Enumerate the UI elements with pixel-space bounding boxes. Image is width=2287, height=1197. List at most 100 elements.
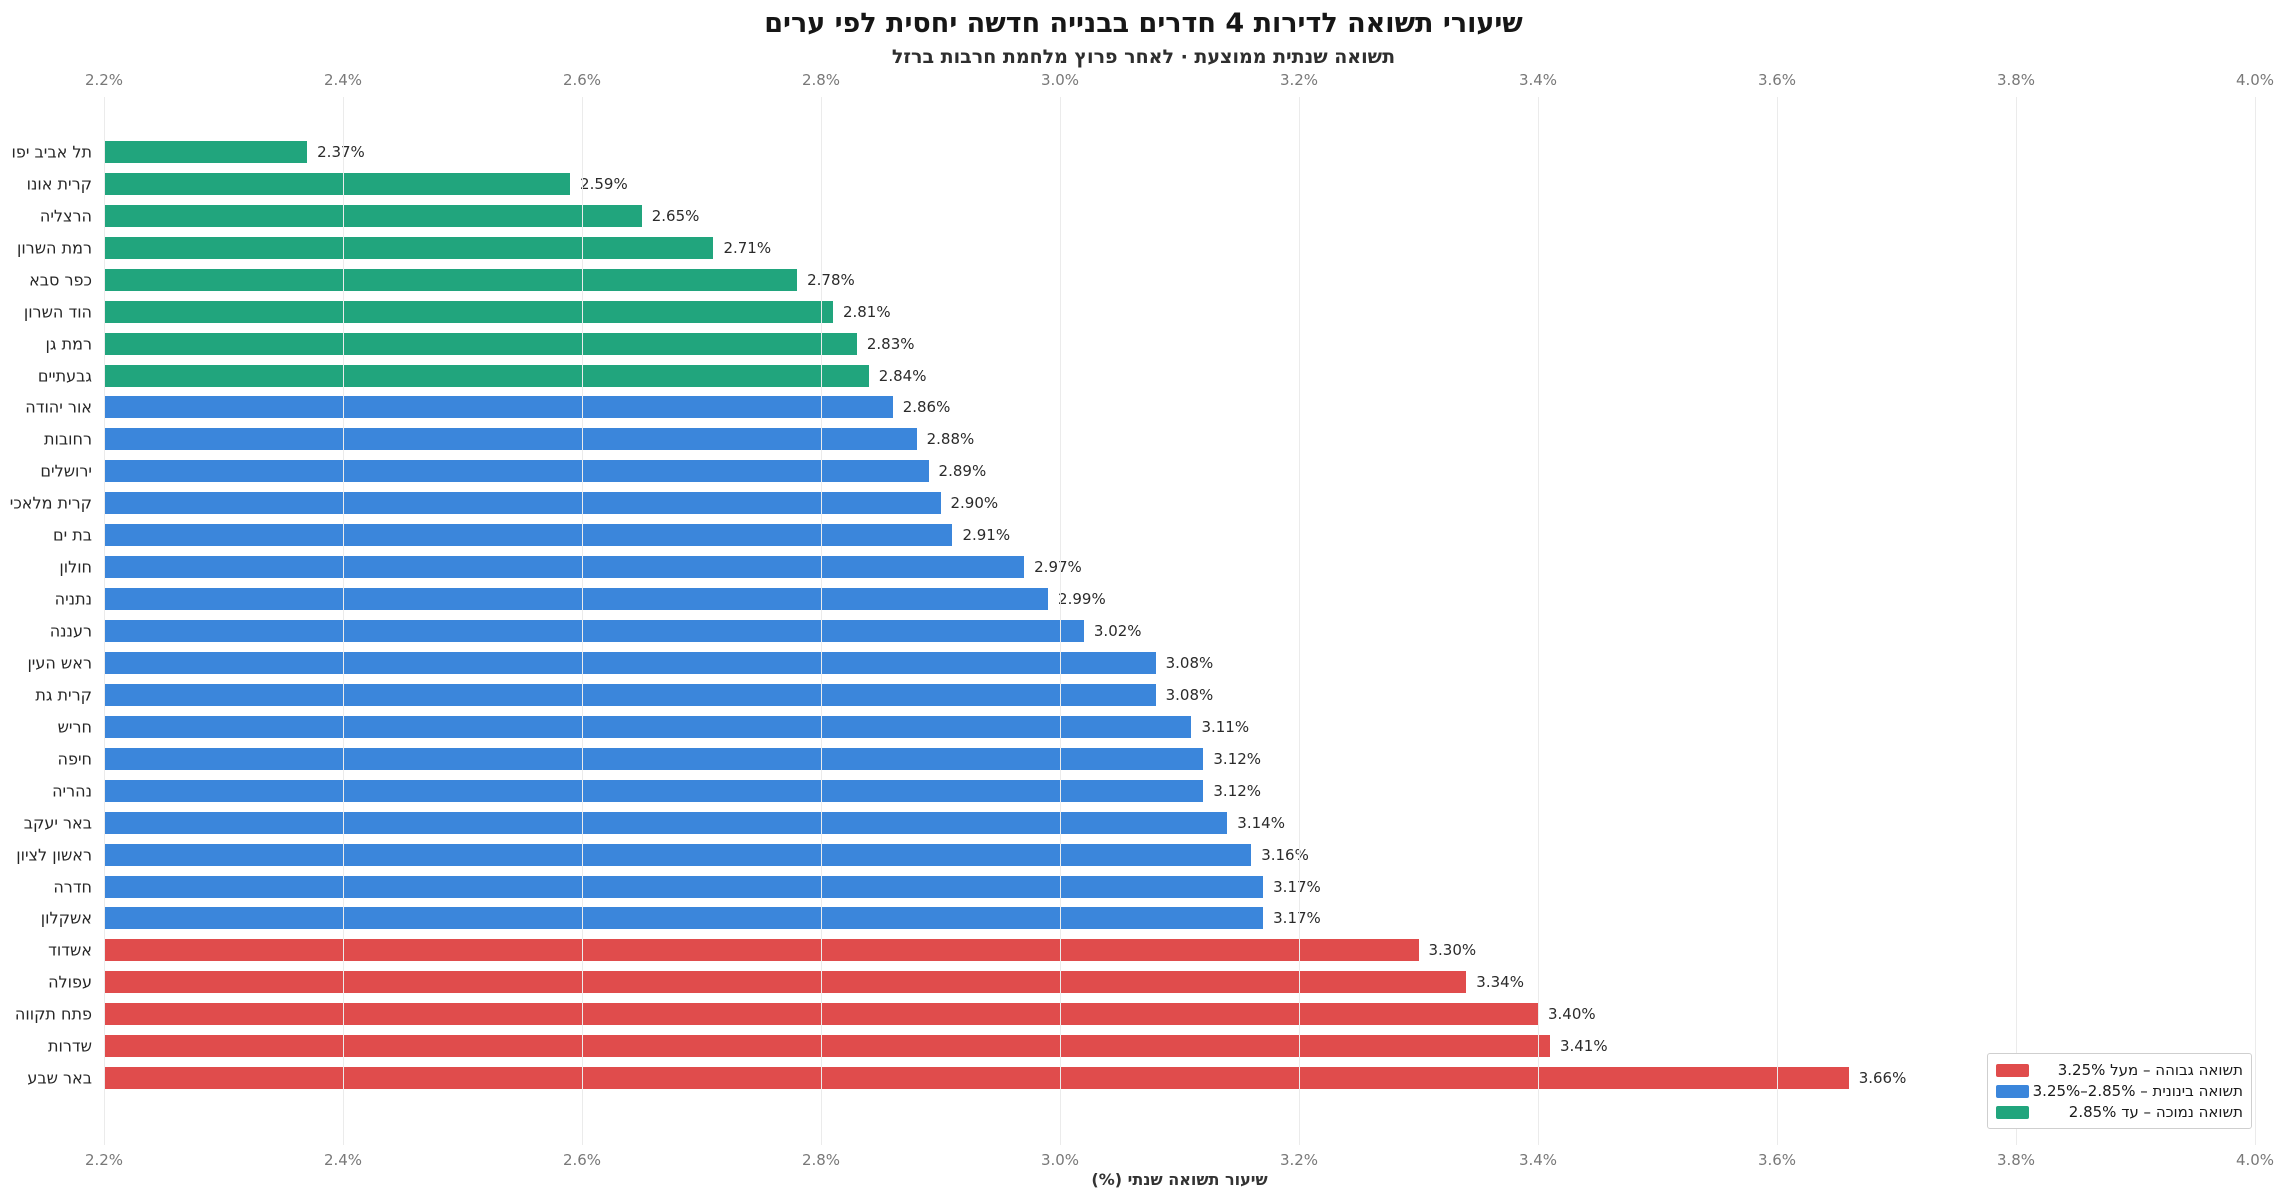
gridline — [2016, 97, 2017, 1145]
x-tick-label-bottom: 2.2% — [84, 1151, 124, 1169]
value-label: 3.14% — [1237, 813, 1285, 832]
bar — [104, 939, 1419, 962]
chart-title: שיעורי תשואה לדירות 4 חדרים בבנייה חדשה … — [764, 8, 1523, 39]
bar-row: ראשון לציון 3.16% — [16, 839, 2255, 871]
bar — [104, 172, 571, 195]
city-label: באר יעקב — [23, 813, 92, 833]
city-label: באר שבע — [27, 1068, 92, 1088]
value-label: 3.17% — [1273, 909, 1321, 928]
city-label: חדרה — [53, 877, 92, 897]
x-tick-label-bottom: 3.6% — [1757, 1151, 1797, 1169]
bar — [104, 268, 798, 291]
bar-row: הוד השרון 2.81% — [24, 296, 2255, 328]
rows-container: תל אביב יפו 2.37% קרית אונו 2.59% הרצליה 2.65… — [10, 136, 2255, 1094]
bar — [104, 779, 1204, 802]
bar-row: חיפה 3.12% — [58, 743, 2255, 775]
value-label: 3.12% — [1213, 781, 1262, 800]
bar-row: רמת גן 2.83% — [46, 328, 2255, 360]
city-label: קרית מלאכי — [9, 493, 92, 513]
x-tick-label-bottom: 2.4% — [323, 1151, 363, 1169]
gridline — [821, 97, 822, 1145]
bar — [104, 236, 714, 259]
city-label: בת ים — [52, 525, 92, 545]
value-label: 3.02% — [1093, 622, 1142, 641]
x-tick-label-bottom: 3.8% — [1996, 1151, 2036, 1169]
value-label: 2.37% — [317, 142, 365, 161]
legend-box: תשואה גבוהה – מעל 3.25% תשואה בינונית – 2… — [1987, 1053, 2252, 1129]
bar-row: נהריה 3.12% — [52, 775, 2255, 807]
bar — [104, 1067, 1849, 1090]
city-label: אשדוד — [48, 940, 92, 960]
city-label: הרצליה — [39, 206, 92, 226]
city-label: פתח תקווה — [14, 1004, 92, 1024]
bar — [104, 524, 953, 547]
bar — [104, 332, 857, 355]
x-tick-label-top: 2.2% — [84, 71, 124, 89]
city-label: ראש העין — [27, 653, 92, 673]
bar-row: אשקלון 3.17% — [41, 903, 2255, 935]
x-tick-label-top: 3.4% — [1518, 71, 1558, 89]
bar-row: קרית גת 3.08% — [35, 679, 2255, 711]
bar — [104, 1035, 1550, 1058]
city-label: רחובות — [44, 429, 92, 449]
bar-row: קרית מלאכי 2.90% — [10, 487, 2255, 519]
value-label: 3.30% — [1428, 941, 1477, 960]
bar — [104, 971, 1467, 994]
value-label: 2.86% — [902, 398, 951, 417]
legend-swatch-low — [1996, 1105, 2029, 1119]
x-tick-label-bottom: 3.2% — [1279, 1151, 1319, 1169]
city-label: הוד השרון — [23, 302, 92, 322]
legend-swatch-high — [1996, 1063, 2029, 1077]
x-tick-label-bottom: 2.8% — [801, 1151, 841, 1169]
bar-row: אור יהודה 2.86% — [25, 392, 2255, 424]
value-label: 2.91% — [962, 526, 1011, 545]
bar — [104, 843, 1252, 866]
legend-label-high: תשואה גבוהה – מעל 3.25% — [2057, 1061, 2243, 1079]
gridline — [343, 97, 344, 1145]
value-label: 2.97% — [1034, 558, 1082, 577]
bar-row: באר יעקב 3.14% — [24, 807, 2255, 839]
gridline — [1299, 97, 1300, 1145]
bar-row: באר שבע 3.66% — [27, 1062, 2255, 1094]
bar-row: רעננה 3.02% — [50, 615, 2255, 647]
value-label: 3.40% — [1547, 1005, 1596, 1024]
city-label: רעננה — [49, 621, 92, 641]
value-label: 2.89% — [938, 462, 987, 481]
city-label: רמת השרון — [16, 238, 92, 258]
city-label: נהריה — [52, 781, 92, 801]
x-tick-label-top: 2.8% — [801, 71, 841, 89]
x-axis-title: שיעור תשואה שנתי (%) — [1091, 1170, 1268, 1189]
city-label: עפולה — [48, 972, 92, 992]
bar-row: כפר סבא 2.78% — [29, 264, 2255, 296]
value-label: 2.99% — [1058, 590, 1106, 609]
bar — [104, 492, 941, 515]
value-label: 2.90% — [950, 494, 999, 513]
value-label: 2.81% — [842, 302, 891, 321]
x-tick-label-bottom: 3.0% — [1040, 1151, 1080, 1169]
legend-swatch-mid — [1996, 1084, 2029, 1098]
legend-label-mid: תשואה בינונית – 2.85%–3.25% — [2032, 1082, 2243, 1100]
x-tick-label-top: 2.6% — [562, 71, 602, 89]
bar — [104, 364, 869, 387]
city-label: חיפה — [57, 749, 92, 769]
x-tick-label-bottom: 4.0% — [2235, 1151, 2275, 1169]
bar — [104, 747, 1204, 770]
x-tick-label-top: 3.0% — [1040, 71, 1080, 89]
bar — [104, 396, 893, 419]
bar-row: תל אביב יפו 2.37% — [12, 136, 2255, 168]
bar-row: פתח תקווה 3.40% — [15, 998, 2255, 1030]
bar — [104, 588, 1049, 611]
bar — [104, 875, 1264, 898]
bar-row: חדרה 3.17% — [53, 871, 2255, 903]
value-label: 2.78% — [807, 270, 855, 289]
city-label: גבעתיים — [37, 366, 92, 386]
city-label: כפר סבא — [29, 270, 92, 290]
plot-area: תל אביב יפו 2.37% קרית אונו 2.59% הרצליה 2.65… — [10, 71, 2274, 1169]
bar-row: רמת השרון 2.71% — [17, 232, 2255, 264]
gridline — [1060, 97, 1061, 1145]
x-tick-label-top: 2.4% — [323, 71, 363, 89]
city-label: שדרות — [48, 1036, 92, 1056]
legend-item-high: תשואה גבוהה – מעל 3.25% — [1996, 1061, 2243, 1079]
gridline — [582, 97, 583, 1145]
